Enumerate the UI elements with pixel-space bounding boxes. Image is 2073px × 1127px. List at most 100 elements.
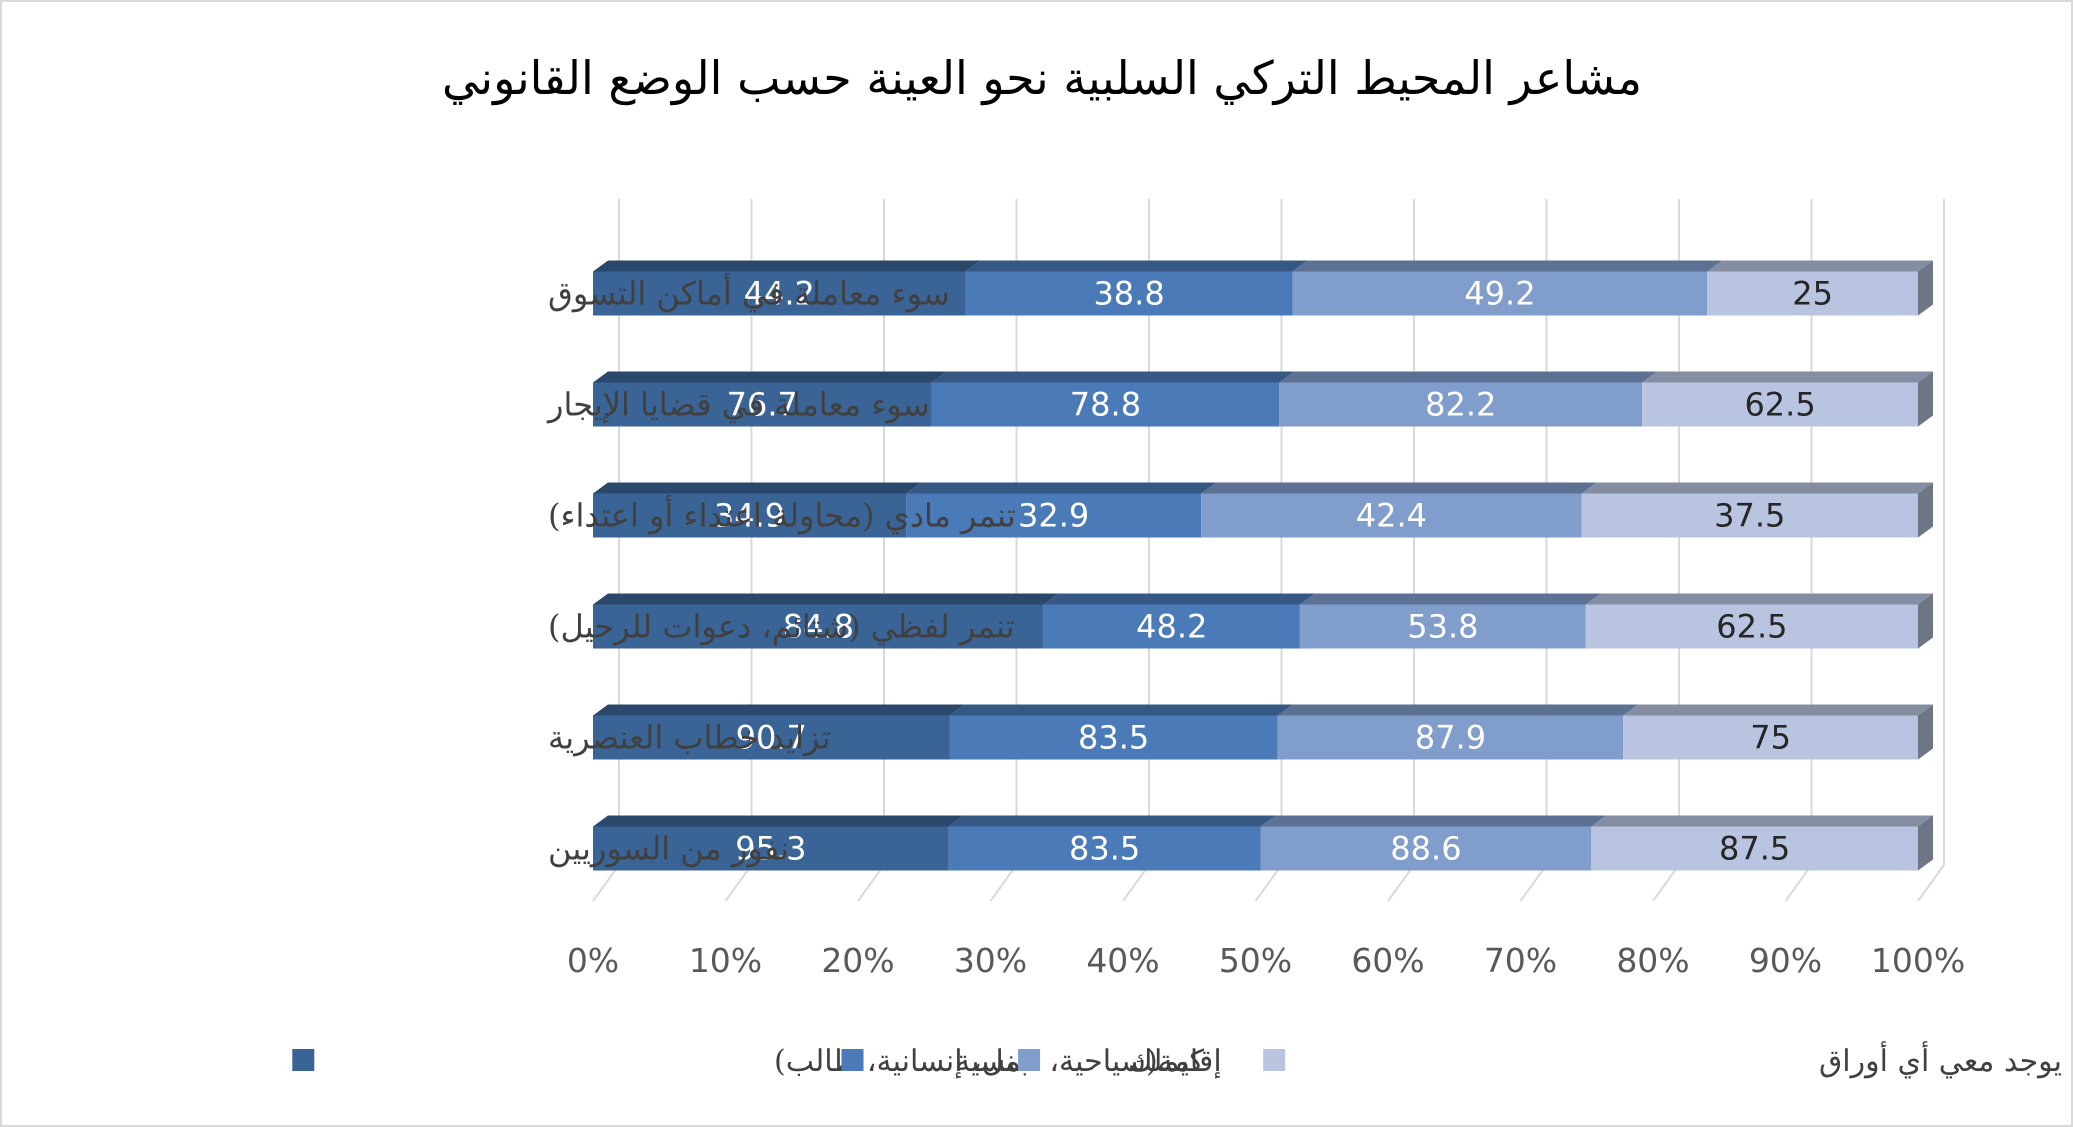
bar-row: 95.3 83.5 88.6 87.5: [593, 815, 1933, 871]
data-label: 42.4: [1356, 497, 1427, 535]
bar-top-face: [593, 371, 947, 383]
legend-item: وضعي غير نظامي / لا يوجد معي أي أوراق: [1263, 1041, 2071, 1079]
data-label: 62.5: [1744, 386, 1815, 424]
category-label: تنمر مادي (محاولة اعتداء أو اعتداء): [548, 495, 1016, 535]
bar-segment: [1707, 271, 1918, 316]
bar-top-face: [965, 260, 1308, 272]
data-label: 83.5: [1069, 830, 1140, 868]
category-labels: سوء معاملة في أماكن التسوق سوء معاملة في …: [546, 273, 1016, 868]
data-label: 88.6: [1390, 830, 1461, 868]
bar-top-face: [1707, 260, 1933, 272]
bar-side-face: [1918, 704, 1933, 760]
data-label: 48.2: [1136, 608, 1207, 646]
bar-top-face: [593, 815, 964, 827]
bar-top-face: [1623, 704, 1933, 716]
category-label: تزايد خطاب العنصرية: [548, 719, 831, 757]
gridline-floor: [1519, 864, 1548, 902]
bar-top-face: [593, 260, 981, 272]
legend-label: كيملك: [1128, 1044, 1205, 1079]
bar-top-face: [1043, 593, 1315, 605]
x-tick-label: 70%: [1484, 941, 1557, 980]
data-label: 49.2: [1464, 275, 1535, 313]
bar-segment: [906, 493, 1202, 538]
bar-segment: [1292, 271, 1708, 316]
bar-side-face: [1918, 482, 1933, 538]
bars: 44.2 38.8 49.2 25 76.7 78.8 82.2 62.5 34.9 32.9 42…: [593, 260, 1933, 871]
x-tick-label: 60%: [1351, 941, 1424, 980]
x-axis-ticks: 0% 10% 20% 30% 40% 50% 60% 70% 80% 90% 100%: [567, 941, 1965, 980]
data-label: 62.5: [1716, 608, 1787, 646]
bar-segment: [965, 271, 1293, 316]
bar-row: 84.8 48.2 53.8 62.5: [593, 593, 1933, 649]
data-label: 75: [1750, 719, 1791, 757]
x-tick-label: 0%: [567, 941, 619, 980]
bar-side-face: [1918, 371, 1933, 427]
bar-side-face: [1918, 593, 1933, 649]
bar-row: 44.2 38.8 49.2 25: [593, 260, 1933, 316]
data-label: 38.8: [1093, 275, 1164, 313]
chart-title: مشاعر المحيط التركي السلبية نحو العينة ح…: [442, 51, 1642, 106]
bar-segment: [593, 382, 932, 427]
bar-top-face: [1292, 260, 1723, 272]
bar-top-face: [1277, 704, 1639, 716]
x-tick-label: 10%: [689, 941, 762, 980]
bar-top-face: [1642, 371, 1933, 383]
legend-swatch: [1263, 1049, 1286, 1071]
gridline-floor: [1122, 864, 1150, 902]
legend-item: إقامة(سياحية، عمل، إنسانية، طالب): [292, 1044, 1222, 1079]
bar-segment: [593, 826, 949, 871]
bar-top-face: [906, 482, 1217, 494]
data-label: 95.3: [735, 830, 806, 868]
bar-top-face: [1260, 815, 1607, 827]
bar-side-face: [1918, 260, 1933, 316]
bar-segment: [1277, 715, 1624, 760]
bar-segment: [931, 382, 1280, 427]
x-tick-label: 20%: [821, 941, 894, 980]
data-label: 53.8: [1407, 608, 1478, 646]
data-label: 87.9: [1415, 719, 1486, 757]
bar-segment: [1581, 493, 1918, 538]
x-tick-label: 50%: [1219, 941, 1292, 980]
bar-top-face: [1279, 371, 1658, 383]
bar-segment: [949, 715, 1278, 760]
data-label: 44.2: [744, 275, 815, 313]
bar-segment: [1642, 382, 1918, 427]
bar-top-face: [593, 704, 965, 716]
bar-top-face: [1201, 482, 1597, 494]
data-label: 87.5: [1719, 830, 1790, 868]
bar-segment: [1299, 604, 1586, 649]
data-label: 78.8: [1070, 386, 1141, 424]
data-label: 37.5: [1714, 497, 1785, 535]
bar-top-face: [1581, 482, 1933, 494]
x-tick-label: 100%: [1871, 941, 1965, 980]
bar-segment: [1279, 382, 1643, 427]
data-label: 83.5: [1078, 719, 1149, 757]
category-label: تنمر لفظي (شتائم، دعوات للرحيل): [548, 608, 1015, 646]
bar-top-face: [1585, 593, 1933, 605]
bar-segment: [1591, 826, 1918, 871]
bar-segment: [1201, 493, 1582, 538]
gridline-floor: [857, 864, 885, 902]
legend: إقامة(سياحية، عمل، إنسانية، طالب)جنسية كي…: [292, 1041, 2071, 1079]
bar-segment: [1623, 715, 1918, 760]
data-label: 82.2: [1425, 386, 1496, 424]
bar-row: 90.7 83.5 87.9 75: [593, 704, 1933, 760]
bar-segment: [593, 271, 966, 316]
bar-top-face: [593, 482, 922, 494]
bar-segment: [1585, 604, 1918, 649]
gridline-floor: [989, 864, 1018, 902]
x-tick-label: 30%: [954, 941, 1027, 980]
data-label: 32.9: [1018, 497, 1089, 535]
data-label: 25: [1792, 275, 1833, 313]
bar-segment: [1260, 826, 1592, 871]
gridline-floor: [1254, 864, 1283, 902]
category-label: سوء معاملة في قضايا الإيجار: [546, 386, 930, 425]
bar-top-face: [1299, 593, 1601, 605]
gridline-floor: [1387, 864, 1415, 902]
legend-swatch: [292, 1049, 315, 1071]
legend-swatch: [1018, 1049, 1041, 1071]
legend-swatch: [841, 1049, 864, 1071]
x-tick-label: 90%: [1749, 941, 1822, 980]
